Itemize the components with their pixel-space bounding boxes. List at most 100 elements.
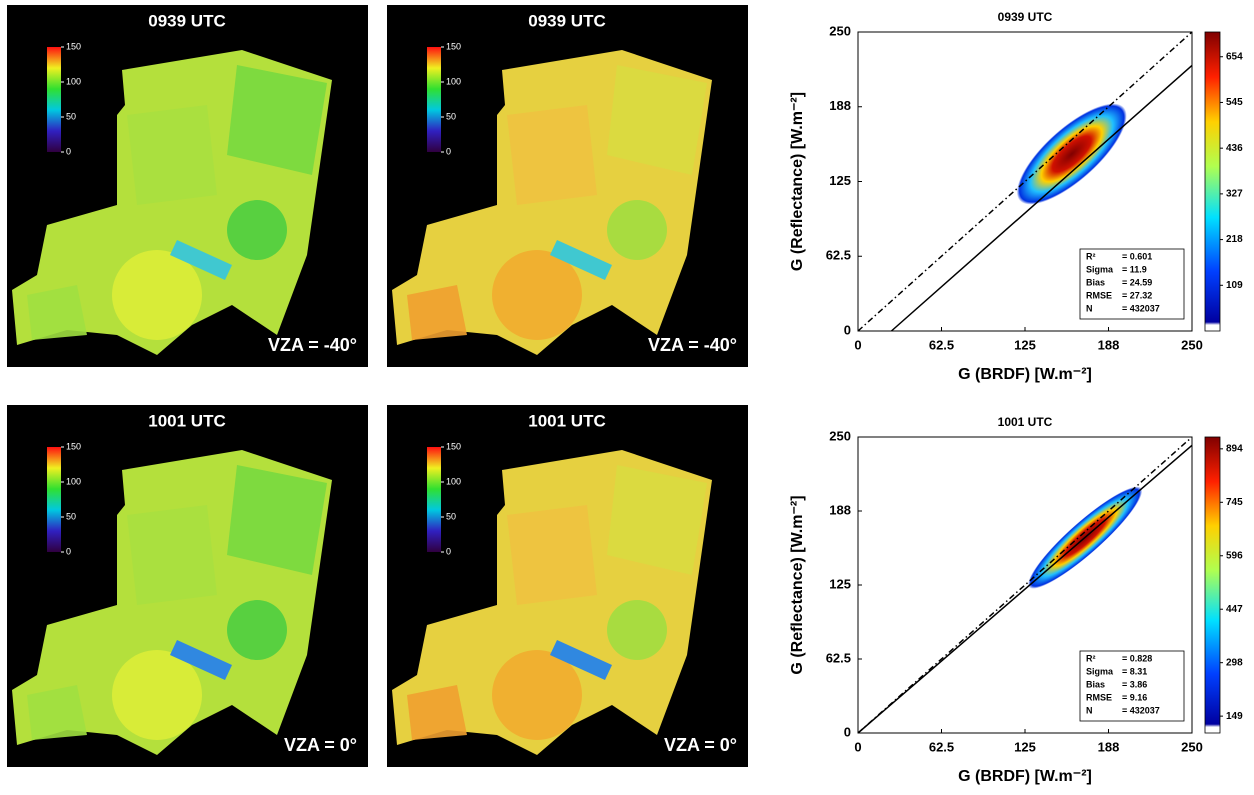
map-panel: 0 50 100 150 0939 UTC VZA = -40° [7,5,368,367]
field-patch [27,685,87,740]
stats-value: = 3.86 [1122,679,1147,689]
chart-title: 0939 UTC [998,10,1053,24]
colorbar [1204,436,1221,734]
stats-value: = 432037 [1122,303,1160,313]
colorbar-tick-label: 150 [446,41,461,51]
pivot-field [227,200,287,260]
x-tick-label: 250 [1181,337,1203,352]
stats-label: N [1086,705,1093,715]
colorbar-tick-label: 298 [1226,657,1243,668]
y-tick-label: 188 [829,98,851,113]
colorbar-tick-label: 0 [446,546,451,556]
y-tick-label: 62.5 [826,650,851,665]
field-patch [607,465,707,575]
colorbar-tick-label: 109 [1226,280,1243,291]
map-annotation: VZA = 0° [284,735,357,755]
colorbar-tick-label: 218 [1226,234,1243,245]
stats-value: = 9.16 [1122,692,1147,702]
x-axis-label: G (BRDF) [W.m⁻²] [958,768,1092,785]
colorbar-tick-label: 545 [1226,97,1243,108]
colorbar-tick-label: 50 [66,111,76,121]
colorbar-tick-label: 50 [446,111,456,121]
x-tick-label: 62.5 [929,739,954,754]
field-strip [170,240,232,280]
map-title: 1001 UTC [148,411,225,430]
field-patch [127,105,217,205]
stats-value: = 0.828 [1122,653,1152,663]
colorbar-tick-label: 894 [1226,443,1243,454]
y-tick-label: 188 [829,502,851,517]
map-panel: 0 50 100 150 1001 UTC VZA = 0° [7,405,368,767]
colorbar-tick-label: 745 [1226,497,1243,508]
x-tick-label: 0 [854,739,861,754]
stats-label: Sigma [1086,666,1114,676]
y-tick-label: 62.5 [826,248,851,263]
colorbar-tick-label: 0 [66,546,71,556]
map-annotation: VZA = -40° [648,335,737,355]
colorbar-tick-label: 327 [1226,189,1243,200]
field-strip [170,640,232,680]
pivot-field [492,650,582,740]
field-patch [407,285,467,340]
stats-label: N [1086,303,1093,313]
map-panel: 0 50 100 150 1001 UTC VZA = 0° [387,405,748,767]
field-patch [507,505,597,605]
field-patch [27,285,87,340]
field-patch [407,685,467,740]
colorbar-tick-label: 0 [446,146,451,156]
colorbar-tick-label: 0 [66,146,71,156]
stats-label: R² [1086,653,1096,663]
x-tick-label: 0 [854,337,861,352]
field-strip [550,640,612,680]
colorbar-tick-label: 150 [66,41,81,51]
stats-label: Bias [1086,277,1105,287]
map-annotation: VZA = -40° [268,335,357,355]
map-title: 1001 UTC [528,411,605,430]
y-tick-label: 0 [844,322,851,337]
y-tick-label: 250 [829,23,851,38]
y-tick-label: 250 [829,428,851,443]
field-patch [607,65,707,175]
x-tick-label: 188 [1098,337,1120,352]
pivot-field [227,600,287,660]
stats-value: = 27.32 [1122,290,1152,300]
map-title: 0939 UTC [528,11,605,30]
y-tick-label: 125 [829,173,851,188]
colorbar-tick-label: 100 [66,476,81,486]
colorbar-tick-label: 150 [66,441,81,451]
colorbar [1204,31,1221,332]
colorbar [47,47,61,152]
map-title: 0939 UTC [148,11,225,30]
colorbar-tick-label: 100 [446,76,461,86]
colorbar-tick-label: 149 [1226,711,1243,722]
x-tick-label: 125 [1014,739,1036,754]
field-patch [507,105,597,205]
field-patch [127,505,217,605]
y-axis-label: G (Reflectance) [W.m⁻²] [789,495,806,674]
stats-label: RMSE [1086,692,1112,702]
stats-box [1079,650,1185,722]
colorbar-tick-label: 50 [66,511,76,521]
colorbar-tick-label: 436 [1226,143,1243,154]
pivot-field [112,250,202,340]
y-tick-label: 125 [829,576,851,591]
stats-value: = 8.31 [1122,666,1147,676]
stats-label: RMSE [1086,290,1112,300]
x-tick-label: 125 [1014,337,1036,352]
colorbar [427,447,441,552]
reference-line [857,444,1193,734]
stats-box [1079,248,1185,320]
colorbar-tick-label: 447 [1226,604,1243,615]
field-strip [550,240,612,280]
stats-value: = 11.9 [1122,264,1147,274]
y-tick-label: 0 [844,724,851,739]
x-tick-label: 62.5 [929,337,954,352]
stats-value: = 0.601 [1122,251,1152,261]
field-patch [227,465,327,575]
density-cloud [1016,103,1127,205]
field-patch [227,65,327,175]
stats-label: R² [1086,251,1096,261]
x-tick-label: 188 [1098,739,1120,754]
colorbar-tick-label: 596 [1226,550,1243,561]
